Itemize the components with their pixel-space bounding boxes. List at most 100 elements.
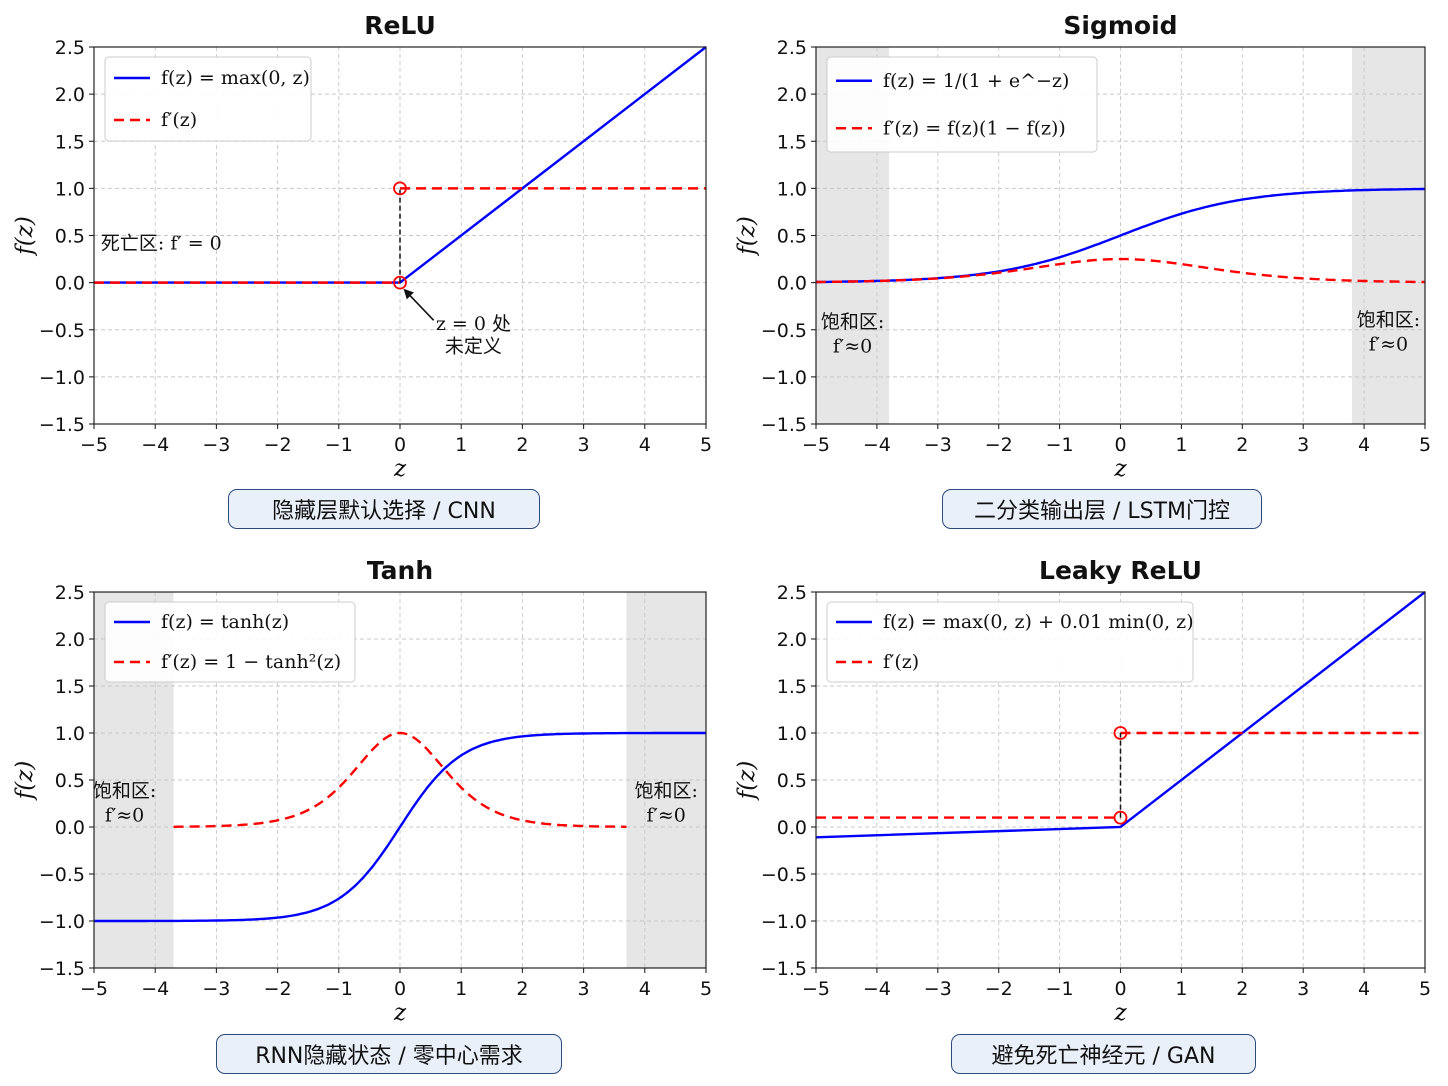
y-tick-label: −1.0 — [39, 367, 85, 389]
x-tick-label: 5 — [1419, 978, 1431, 1000]
x-tick-label: −5 — [80, 978, 108, 1000]
x-tick-label: −3 — [202, 434, 230, 456]
function-line — [94, 731, 706, 923]
x-tick-label: 1 — [1175, 434, 1187, 456]
y-axis-label: f(z) — [734, 761, 760, 802]
y-tick-label: −0.5 — [39, 864, 85, 886]
legend-label: f′(z) = 1 − tanh²(z) — [161, 651, 341, 673]
y-tick-label: 2.0 — [777, 629, 807, 651]
x-tick-label: −5 — [80, 434, 108, 456]
y-axis-label: f(z) — [12, 216, 38, 257]
annotation-text: f′≈0 — [647, 804, 686, 826]
y-tick-label: 1.5 — [777, 676, 807, 698]
x-axis-label: z — [393, 456, 407, 482]
x-tick-label: 3 — [1297, 978, 1309, 1000]
chart-title: ReLU — [364, 11, 436, 40]
x-tick-label: 1 — [1175, 978, 1187, 1000]
x-tick-label: −5 — [802, 978, 830, 1000]
y-tick-label: 0.5 — [777, 226, 807, 248]
legend-label: f′(z) = f(z)(1 − f(z)) — [883, 117, 1066, 139]
use-case-tag-leaky-relu: 避免死亡神经元 / GAN — [951, 1034, 1256, 1074]
chart-title: Tanh — [367, 556, 433, 585]
y-tick-label: 1.5 — [777, 131, 807, 153]
x-tick-label: 4 — [639, 978, 651, 1000]
y-tick-label: −1.5 — [761, 958, 807, 980]
chart-panel-2: −5 −4 −3 −2 −1 0 1 2 3 4 5 −1.5 −1.0 −0.5 0.0 0.5 1.0 1.5… — [12, 556, 712, 1026]
y-axis-label: f(z) — [734, 216, 760, 257]
chart-title: Leaky ReLU — [1039, 556, 1202, 585]
chart-panel-3: −5 −4 −3 −2 −1 0 1 2 3 4 5 −1.5 −1.0 −0.5 0.0 0.5 1.0 1.5… — [734, 556, 1431, 1026]
x-tick-label: −3 — [924, 434, 952, 456]
x-tick-label: 4 — [1358, 978, 1370, 1000]
y-tick-label: −1.5 — [39, 414, 85, 436]
x-axis-label: z — [393, 1000, 407, 1026]
y-tick-label: 2.5 — [777, 37, 807, 59]
chart-panel-1: −5 −4 −3 −2 −1 0 1 2 3 4 5 −1.5 −1.0 −0.5 0.0 0.5 1.0 1.5… — [734, 11, 1431, 482]
x-tick-label: −4 — [863, 978, 891, 1000]
y-tick-label: −1.0 — [761, 911, 807, 933]
x-tick-label: −3 — [202, 978, 230, 1000]
x-tick-label: 2 — [1236, 978, 1248, 1000]
x-tick-label: −5 — [802, 434, 830, 456]
x-tick-label: −2 — [985, 978, 1013, 1000]
x-tick-label: −1 — [1046, 434, 1074, 456]
y-tick-label: −1.0 — [761, 367, 807, 389]
annotation-text: z = 0 处 — [436, 313, 511, 335]
derivative-line — [816, 257, 1425, 284]
x-tick-label: −1 — [1046, 978, 1074, 1000]
y-tick-label: 1.5 — [55, 131, 85, 153]
legend: f(z) = tanh(z) f′(z) = 1 − tanh²(z) — [104, 601, 356, 683]
x-tick-label: 2 — [516, 434, 528, 456]
y-tick-label: 2.5 — [777, 582, 807, 604]
y-tick-label: 1.5 — [55, 676, 85, 698]
x-tick-label: −3 — [924, 978, 952, 1000]
y-tick-label: 0.5 — [55, 770, 85, 792]
x-tick-label: 2 — [1236, 434, 1248, 456]
x-tick-label: −2 — [985, 434, 1013, 456]
y-tick-label: 0.0 — [55, 817, 85, 839]
y-tick-label: 0.0 — [777, 273, 807, 295]
legend-label: f′(z) — [161, 109, 197, 131]
open-circle-marker — [393, 181, 407, 196]
annotation-text: 未定义 — [445, 335, 502, 357]
x-tick-label: 0 — [1114, 978, 1126, 1000]
legend-label: f′(z) — [883, 651, 919, 673]
x-tick-label: −1 — [325, 978, 353, 1000]
x-tick-label: 4 — [1358, 434, 1370, 456]
x-tick-label: −4 — [863, 434, 891, 456]
legend-label: f(z) = max(0, z) — [161, 67, 310, 89]
y-tick-label: 0.5 — [55, 226, 85, 248]
x-tick-label: 4 — [639, 434, 651, 456]
annotation-text: f′≈0 — [1369, 333, 1408, 355]
annotation-text: f′≈0 — [105, 804, 144, 826]
legend-box — [104, 56, 312, 142]
open-circle-marker — [393, 275, 407, 290]
x-tick-label: 1 — [455, 978, 467, 1000]
x-axis-label: z — [1113, 1000, 1127, 1026]
legend-label: f(z) = max(0, z) + 0.01 min(0, z) — [883, 611, 1194, 633]
annotation-text: 饱和区: — [1357, 309, 1420, 331]
y-tick-label: 1.0 — [55, 178, 85, 200]
x-tick-label: −2 — [264, 434, 292, 456]
y-tick-label: 2.0 — [55, 84, 85, 106]
x-tick-label: 2 — [516, 978, 528, 1000]
x-tick-label: 0 — [394, 978, 406, 1000]
legend-box — [104, 601, 356, 683]
chart-panel-0: −5 −4 −3 −2 −1 0 1 2 3 4 5 −1.5 −1.0 −0.5 0.0 0.5 1.0 1.5… — [12, 11, 712, 482]
x-tick-label: −1 — [325, 434, 353, 456]
y-tick-label: 1.0 — [777, 178, 807, 200]
annotation-text: 死亡区: f′ = 0 — [101, 233, 222, 255]
legend-label: f(z) = 1/(1 + e^−z) — [883, 70, 1069, 92]
legend-box — [826, 601, 1194, 683]
chart-title: Sigmoid — [1063, 11, 1177, 40]
use-case-tag-sigmoid: 二分类输出层 / LSTM门控 — [942, 489, 1262, 529]
y-tick-label: 0.5 — [777, 770, 807, 792]
x-tick-label: 3 — [578, 434, 590, 456]
x-tick-label: 3 — [578, 978, 590, 1000]
annotation-text: 饱和区: — [93, 780, 156, 802]
y-tick-label: −0.5 — [761, 320, 807, 342]
y-tick-label: −1.0 — [39, 911, 85, 933]
x-tick-label: 0 — [394, 434, 406, 456]
function-line — [815, 591, 1426, 839]
